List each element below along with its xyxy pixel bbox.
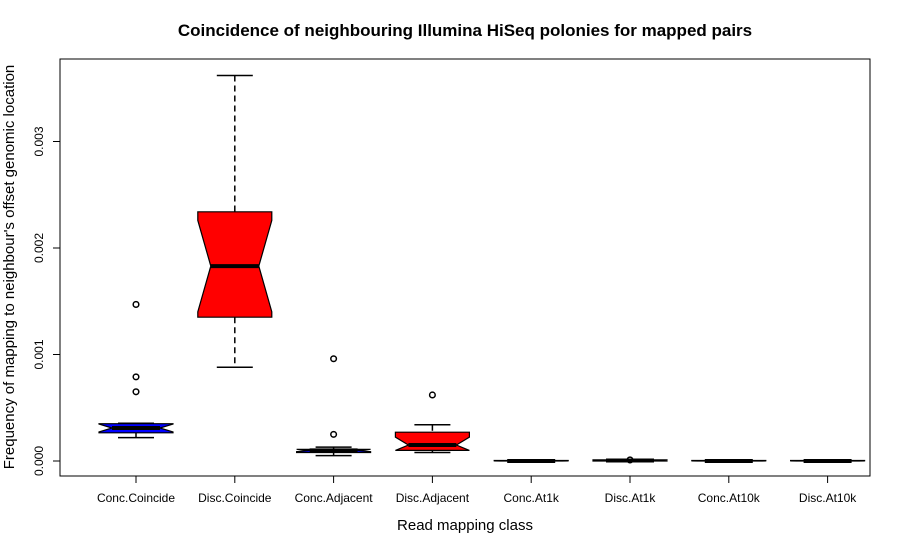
outlier-point xyxy=(428,391,436,399)
x-tick-label: Disc.At1k xyxy=(605,491,657,505)
y-tick-label: 0.002 xyxy=(32,233,46,263)
y-tick-label: 0.003 xyxy=(32,126,46,156)
x-axis: Conc.Coincide Disc.Coincide Conc.Adjacent D… xyxy=(97,475,857,505)
box-disc-coincide xyxy=(197,74,273,369)
box-disc-at10k xyxy=(789,459,866,463)
x-tick-label: Conc.At10k xyxy=(698,491,761,505)
outlier-point xyxy=(132,373,140,381)
y-tick-label: 0.000 xyxy=(32,446,46,476)
outlier-point xyxy=(330,430,338,438)
box-body xyxy=(394,431,470,451)
box-conc-adjacent xyxy=(296,355,372,457)
x-tick-label: Conc.At1k xyxy=(504,491,560,505)
x-tick-label: Conc.Coincide xyxy=(97,491,175,505)
box-disc-at1k xyxy=(592,456,668,464)
outlier-point xyxy=(132,388,140,396)
box-conc-at1k xyxy=(493,459,569,463)
chart-title: Coincidence of neighbouring Illumina HiS… xyxy=(178,21,752,40)
outlier-point xyxy=(132,300,140,308)
y-axis: 0.000 0.001 0.002 0.003 xyxy=(32,126,61,476)
plot-frame xyxy=(59,58,871,477)
x-tick-label: Disc.At10k xyxy=(799,491,857,505)
box-conc-coincide xyxy=(98,300,174,439)
x-axis-label: Read mapping class xyxy=(397,517,533,534)
outlier-point xyxy=(626,456,634,464)
y-tick-label: 0.001 xyxy=(32,339,46,369)
x-tick-label: Disc.Adjacent xyxy=(396,491,470,505)
y-axis-label: Frequency of mapping to neighbour's offs… xyxy=(1,65,18,470)
box-conc-at10k xyxy=(691,459,767,463)
x-tick-label: Disc.Coincide xyxy=(198,491,272,505)
box-series xyxy=(98,74,866,464)
box-disc-adjacent xyxy=(394,391,470,454)
x-tick-label: Conc.Adjacent xyxy=(295,491,374,505)
outlier-point xyxy=(330,355,338,363)
